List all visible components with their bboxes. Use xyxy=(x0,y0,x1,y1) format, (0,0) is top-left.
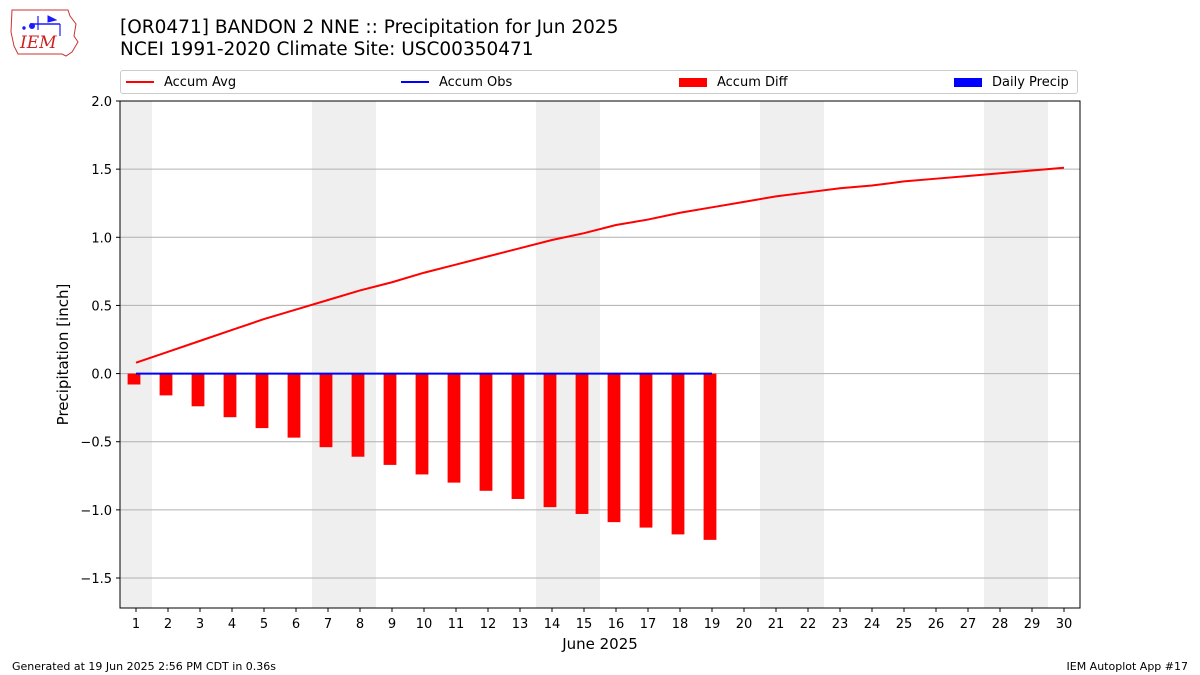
y-tick-label: −1.5 xyxy=(80,572,112,587)
accum-diff-bar xyxy=(479,373,493,491)
accum-diff-bar xyxy=(223,373,237,418)
weekend-band xyxy=(120,101,152,608)
x-tick-label: 18 xyxy=(672,617,689,632)
chart-subtitle: NCEI 1991-2020 Climate Site: USC00350471 xyxy=(120,39,534,60)
legend-label-daily-precip: Daily Precip xyxy=(992,74,1069,90)
plot-frame xyxy=(119,100,1081,609)
x-tick-label: 3 xyxy=(196,617,204,632)
accum-diff-bar xyxy=(575,373,589,514)
x-tick-label: 17 xyxy=(640,617,657,632)
accum-diff-bar xyxy=(351,373,365,457)
x-tick-label: 19 xyxy=(704,617,721,632)
y-tick-label: −0.5 xyxy=(80,436,112,451)
x-tick-label: 25 xyxy=(896,617,913,632)
accum-diff-bar xyxy=(127,373,141,385)
x-tick-label: 8 xyxy=(356,617,364,632)
y-axis-label: Precipitation [inch] xyxy=(54,284,72,426)
x-tick-label: 9 xyxy=(388,617,396,632)
legend-item-accum-diff: Accum Diff xyxy=(679,71,788,93)
accum-diff-bar xyxy=(287,373,301,438)
y-axis-ticks: −1.5 −1.0 −0.5 0.0 0.5 1.0 1.5 2.0 xyxy=(80,95,120,587)
legend-label-accum-diff: Accum Diff xyxy=(717,74,788,90)
x-tick-label: 15 xyxy=(576,617,593,632)
accum-diff-bar xyxy=(159,373,173,396)
x-tick-label: 5 xyxy=(260,617,268,632)
y-tick-label: 1.5 xyxy=(91,163,112,178)
legend-item-daily-precip: Daily Precip xyxy=(954,71,1069,93)
footer-app-id: IEM Autoplot App #17 xyxy=(1066,660,1189,673)
legend-label-accum-obs: Accum Obs xyxy=(439,74,513,90)
weekend-band xyxy=(984,101,1048,608)
y-tick-label: 0.5 xyxy=(91,299,112,314)
series-lines xyxy=(135,166,1065,375)
accum-diff-bar xyxy=(191,373,205,407)
weekend-band xyxy=(536,101,600,608)
weekend-band xyxy=(760,101,824,608)
x-tick-label: 26 xyxy=(928,617,945,632)
x-tick-label: 20 xyxy=(736,617,753,632)
x-tick-label: 14 xyxy=(544,617,561,632)
accum-diff-bar xyxy=(255,373,269,429)
accum-diff-bar xyxy=(319,373,333,448)
x-tick-label: 24 xyxy=(864,617,881,632)
iowa-outline-icon xyxy=(10,9,79,57)
accum-diff-bar xyxy=(671,373,685,535)
chart-title: [OR0471] BANDON 2 NNE :: Precipitation f… xyxy=(120,17,619,38)
x-tick-label: 28 xyxy=(992,617,1009,632)
accum-avg-line xyxy=(135,166,1065,364)
legend: Accum Avg Accum Obs Accum Diff Daily Pre… xyxy=(120,70,1078,94)
legend-swatch-daily-precip xyxy=(954,77,982,87)
legend-label-accum-avg: Accum Avg xyxy=(164,74,237,90)
y-tick-label: −1.0 xyxy=(80,504,112,519)
accum-diff-bar xyxy=(543,373,557,508)
x-tick-label: 23 xyxy=(832,617,849,632)
x-axis-ticks: 1 2 3 4 5 6 7 8 9 10 11 12 13 14 15 16 17 18 19 20 21 22 23 24 2… xyxy=(132,608,1072,632)
x-tick-label: 16 xyxy=(608,617,625,632)
x-tick-label: 7 xyxy=(324,617,332,632)
weather-station-icon xyxy=(22,15,61,36)
iem-logo: IEM xyxy=(10,9,79,57)
y-tick-label: 2.0 xyxy=(91,95,112,110)
legend-swatch-accum-obs xyxy=(401,81,429,83)
legend-swatch-accum-diff xyxy=(679,77,707,87)
x-tick-label: 12 xyxy=(480,617,497,632)
legend-item-accum-obs: Accum Obs xyxy=(401,71,512,93)
x-axis-label: June 2025 xyxy=(561,635,638,653)
x-tick-label: 21 xyxy=(768,617,785,632)
accum-diff-bar xyxy=(383,373,397,465)
x-tick-label: 13 xyxy=(512,617,529,632)
accum-diff-bar xyxy=(639,373,653,528)
weekend-band xyxy=(312,101,376,608)
x-tick-label: 29 xyxy=(1024,617,1041,632)
weekend-shading xyxy=(120,101,1048,608)
accum-diff-bars xyxy=(127,373,717,540)
y-tick-label: 1.0 xyxy=(91,231,112,246)
accum-diff-bar xyxy=(447,373,461,483)
x-tick-label: 10 xyxy=(416,617,433,632)
x-tick-label: 4 xyxy=(228,617,236,632)
x-tick-label: 22 xyxy=(800,617,817,632)
accum-diff-bar xyxy=(415,373,429,475)
legend-item-accum-avg: Accum Avg xyxy=(126,71,236,93)
x-tick-label: 2 xyxy=(164,617,172,632)
y-tick-label: 0.0 xyxy=(91,368,112,383)
x-tick-label: 6 xyxy=(292,617,300,632)
accum-diff-bar xyxy=(607,373,621,523)
accum-diff-bar xyxy=(511,373,525,499)
legend-swatch-accum-avg xyxy=(126,81,154,83)
x-tick-label: 11 xyxy=(448,617,465,632)
footer-generated: Generated at 19 Jun 2025 2:56 PM CDT in … xyxy=(12,660,277,673)
x-tick-label: 30 xyxy=(1056,617,1073,632)
accum-diff-bar xyxy=(703,373,717,540)
x-tick-label: 1 xyxy=(132,617,140,632)
logo-text: IEM xyxy=(19,33,57,53)
x-tick-label: 27 xyxy=(960,617,977,632)
